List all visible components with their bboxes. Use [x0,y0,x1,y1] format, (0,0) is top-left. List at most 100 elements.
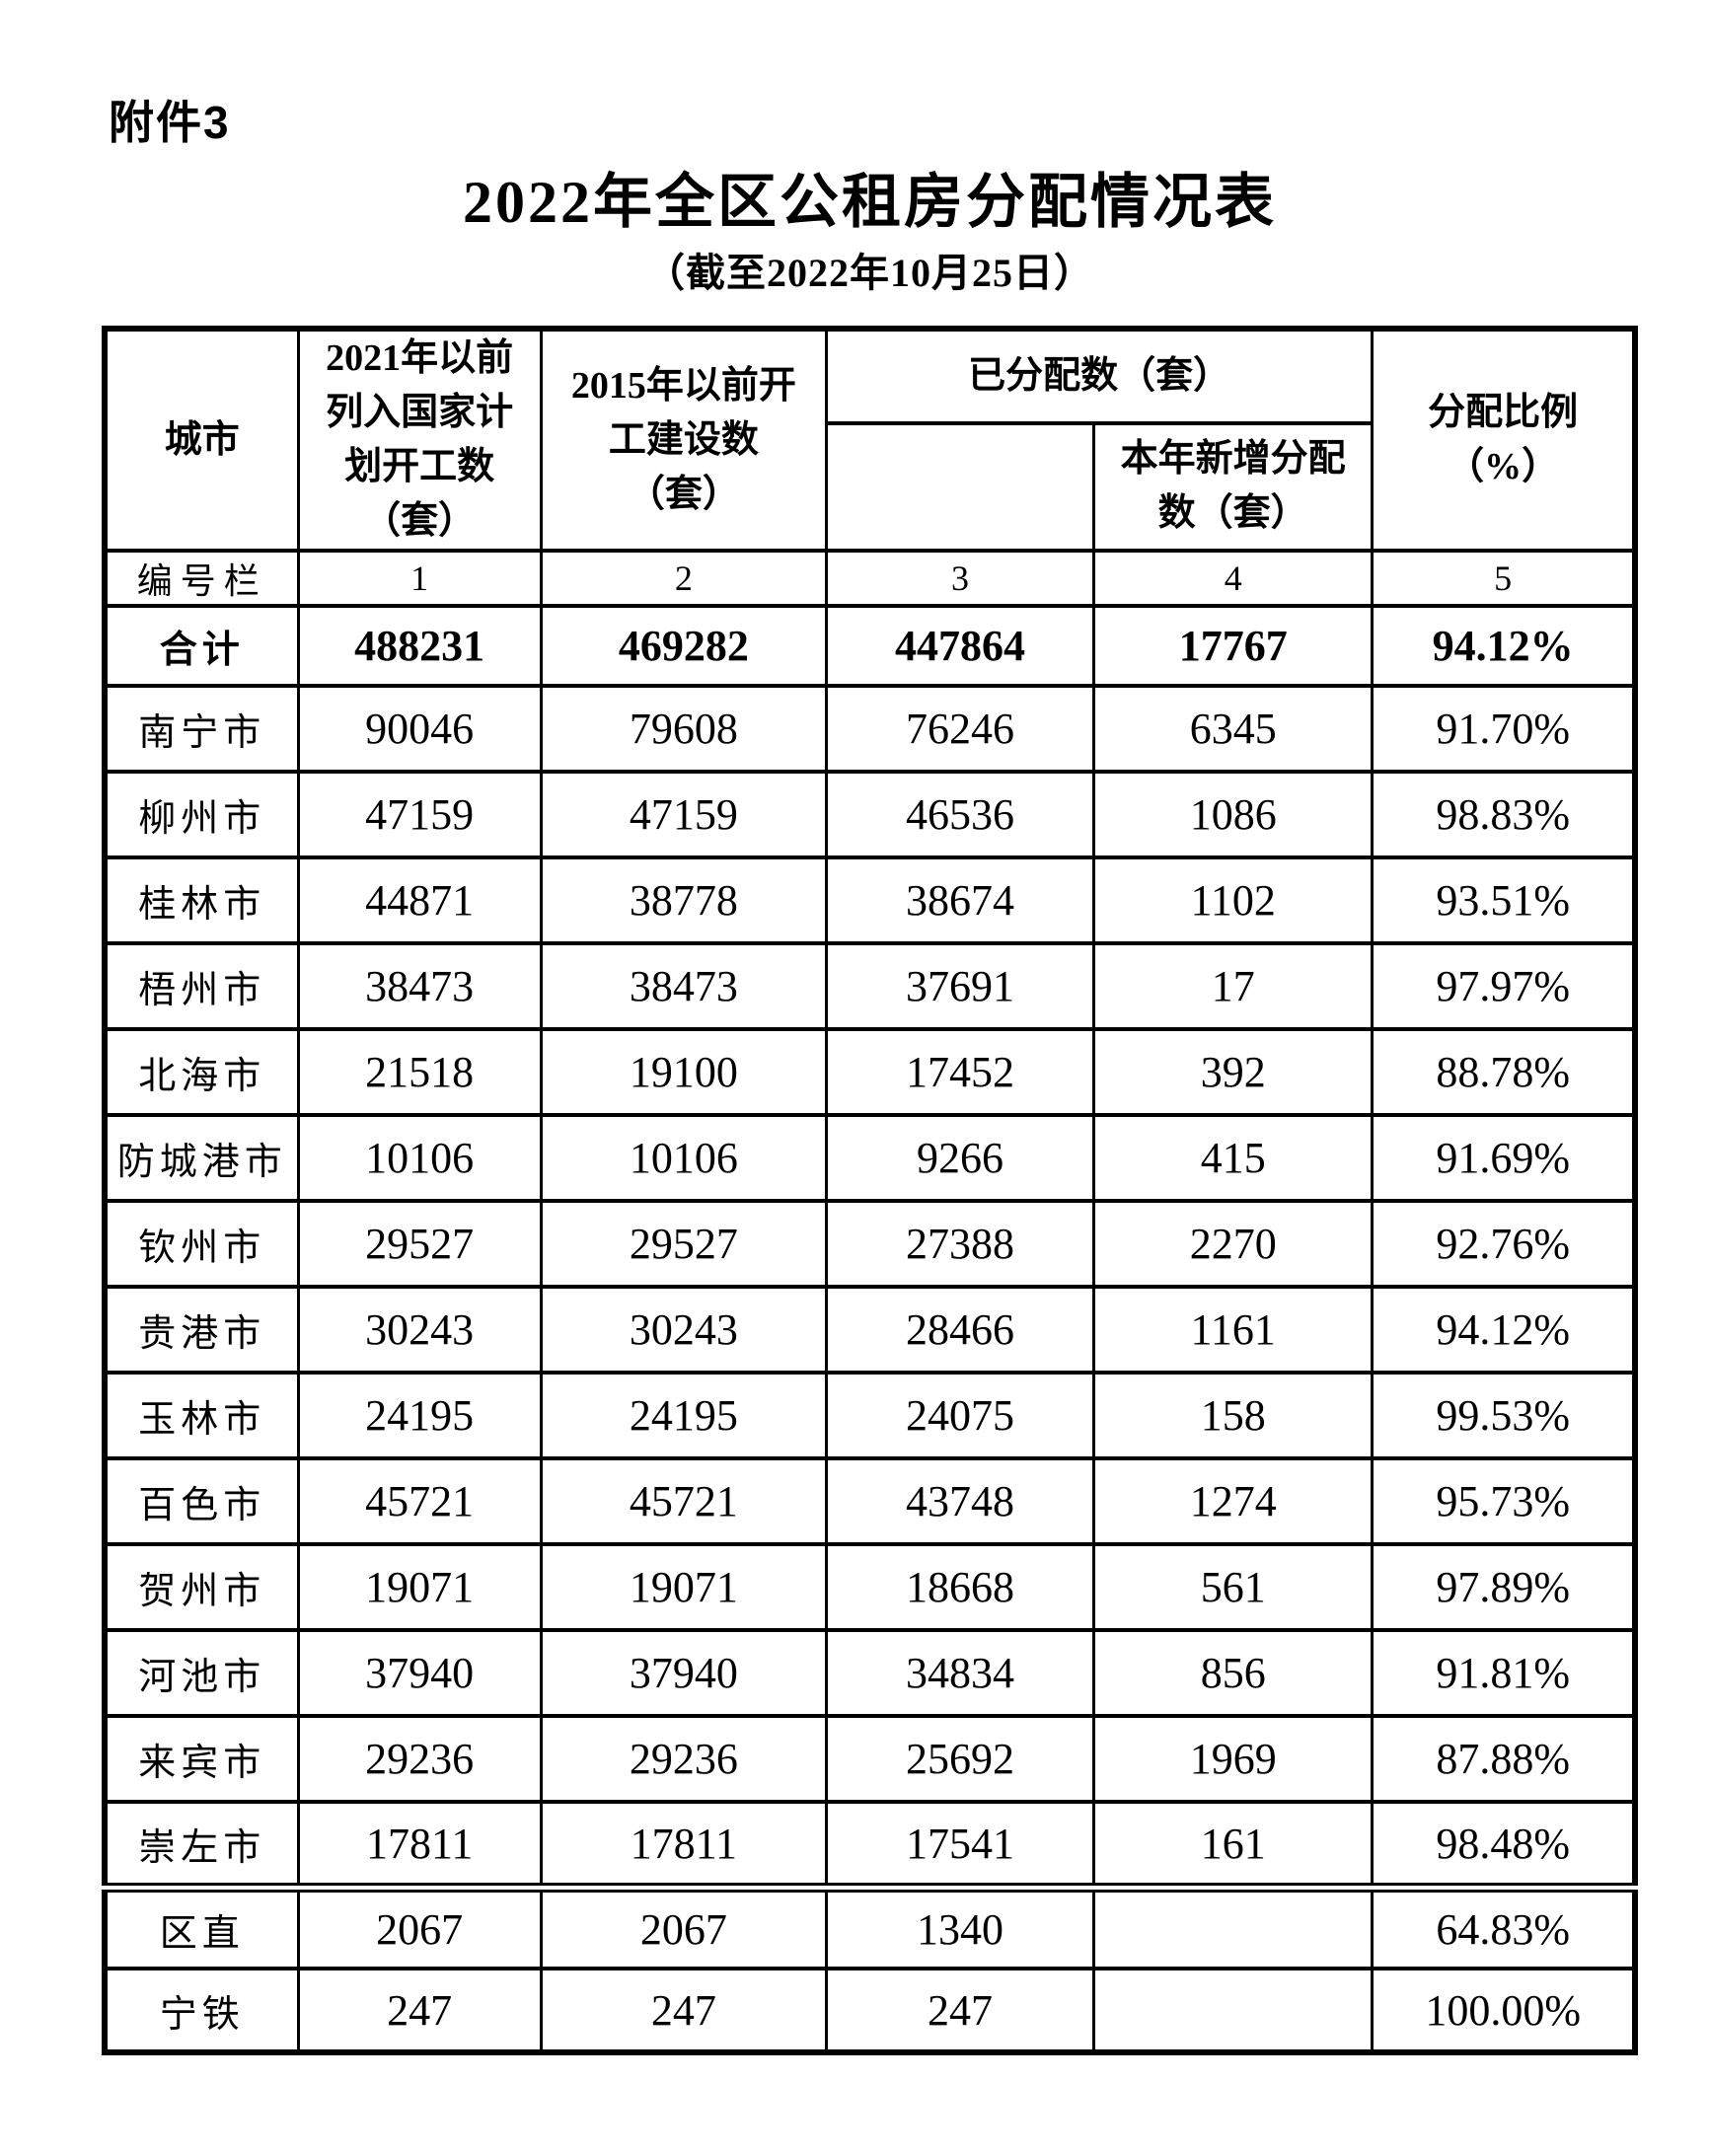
value-cell: 38674 [824,855,1096,946]
value-cell: 29527 [539,1199,828,1290]
value-cell: 17452 [824,1027,1096,1118]
value-cell: 30243 [539,1285,828,1375]
value-cell: 10106 [539,1113,828,1204]
table-row: 贵港市 30243 30243 28466 1161 94.12% [103,1285,1637,1375]
city-cell: 贺州市 [103,1542,300,1633]
table-row: 桂林市 44871 38778 38674 1102 93.51% [103,855,1637,946]
city-cell: 宁铁 [103,1967,300,2055]
value-cell: 45721 [296,1456,543,1547]
value-cell: 415 [1092,1113,1375,1204]
value-cell: 1161 [1092,1285,1375,1375]
city-cell: 南宁市 [103,684,300,775]
total-row: 合计 488231 469282 447864 17767 94.12% [103,604,1637,689]
total-label: 合计 [103,604,300,689]
value-cell: 24195 [539,1371,828,1461]
header-city: 城市 [103,326,300,554]
table-row: 南宁市 90046 79608 76246 6345 91.70% [103,684,1637,775]
header-pre2015-construction: 2015年以前开 工建设数 （套） [539,326,828,554]
value-cell: 30243 [296,1285,543,1375]
value-cell: 29236 [296,1714,543,1805]
page-subtitle: （截至2022年10月25日） [645,251,1094,295]
table-row: 玉林市 24195 24195 24075 158 99.53% [103,1371,1637,1461]
value-cell: 97.89% [1371,1542,1637,1633]
value-cell: 17811 [539,1800,828,1891]
index-cell: 2 [539,549,828,609]
value-cell: 247 [539,1967,828,2055]
value-cell: 17 [1092,941,1375,1032]
value-cell: 161 [1092,1800,1375,1891]
value-cell: 94.12% [1371,604,1637,689]
city-cell: 贵港市 [103,1285,300,1375]
value-cell: 19071 [539,1542,828,1633]
value-cell: 91.81% [1371,1628,1637,1719]
city-cell: 崇左市 [103,1800,300,1891]
city-cell: 河池市 [103,1628,300,1719]
city-cell: 桂林市 [103,855,300,946]
table-row: 北海市 21518 19100 17452 392 88.78% [103,1027,1637,1118]
value-cell: 94.12% [1371,1285,1637,1375]
city-cell: 钦州市 [103,1199,300,1290]
value-cell: 38778 [539,855,828,946]
value-cell: 38473 [539,941,828,1032]
city-cell: 防城港市 [103,1113,300,1204]
page-title: 2022年全区公租房分配情况表 [463,170,1277,235]
table-row: 钦州市 29527 29527 27388 2270 92.76% [103,1199,1637,1290]
city-cell: 玉林市 [103,1371,300,1461]
value-cell: 64.83% [1371,1883,1637,1971]
value-cell: 19071 [296,1542,543,1633]
value-cell: 98.83% [1371,770,1637,860]
header-allocated-spacer [824,420,1096,554]
value-cell: 87.88% [1371,1714,1637,1805]
value-cell: 24195 [296,1371,543,1461]
header-allocation-ratio: 分配比例 （%） [1371,326,1637,554]
value-cell: 29236 [539,1714,828,1805]
value-cell: 9266 [824,1113,1096,1204]
value-cell: 6345 [1092,684,1375,775]
value-cell: 24075 [824,1371,1096,1461]
value-cell: 28466 [824,1285,1096,1375]
city-cell: 区直 [103,1883,300,1971]
value-cell: 158 [1092,1371,1375,1461]
value-cell: 2270 [1092,1199,1375,1290]
city-cell: 梧州市 [103,941,300,1032]
value-cell: 79608 [539,684,828,775]
value-cell: 99.53% [1371,1371,1637,1461]
value-cell: 29527 [296,1199,543,1290]
city-cell: 来宾市 [103,1714,300,1805]
header-allocated: 已分配数（套） [824,327,1375,425]
value-cell: 88.78% [1371,1027,1637,1118]
value-cell: 856 [1092,1628,1375,1719]
value-cell: 92.76% [1371,1199,1637,1290]
attachment-label: 附件3 [109,97,231,148]
index-cell: 1 [296,549,543,609]
value-cell: 43748 [824,1456,1096,1547]
value-cell: 1274 [1092,1456,1375,1547]
value-cell: 37691 [824,941,1096,1032]
value-cell: 44871 [296,855,543,946]
value-cell: 247 [296,1967,543,2055]
table-row: 河池市 37940 37940 34834 856 91.81% [103,1628,1637,1719]
value-cell: 47159 [296,770,543,860]
table-row: 来宾市 29236 29236 25692 1969 87.88% [103,1714,1637,1805]
value-cell: 2067 [539,1883,828,1971]
header-row-2: 本年新增分配 数（套） [105,420,1635,554]
value-cell: 447864 [824,604,1096,689]
value-cell: 98.48% [1371,1800,1637,1891]
index-cell: 3 [824,549,1096,609]
value-cell: 21518 [296,1027,543,1118]
value-cell: 27388 [824,1199,1096,1290]
value-cell [1092,1967,1375,2055]
value-cell: 76246 [824,684,1096,775]
header-new-allocated: 本年新增分配 数（套） [1092,420,1375,554]
value-cell: 247 [824,1967,1096,2055]
value-cell: 18668 [824,1542,1096,1633]
value-cell: 17541 [824,1800,1096,1891]
value-cell: 392 [1092,1027,1375,1118]
value-cell: 47159 [539,770,828,860]
table-row: 区直 2067 2067 1340 64.83% [103,1883,1637,1971]
table-row: 贺州市 19071 19071 18668 561 97.89% [103,1542,1637,1633]
value-cell: 1969 [1092,1714,1375,1805]
value-cell: 561 [1092,1542,1375,1633]
table-row: 柳州市 47159 47159 46536 1086 98.83% [103,770,1637,860]
